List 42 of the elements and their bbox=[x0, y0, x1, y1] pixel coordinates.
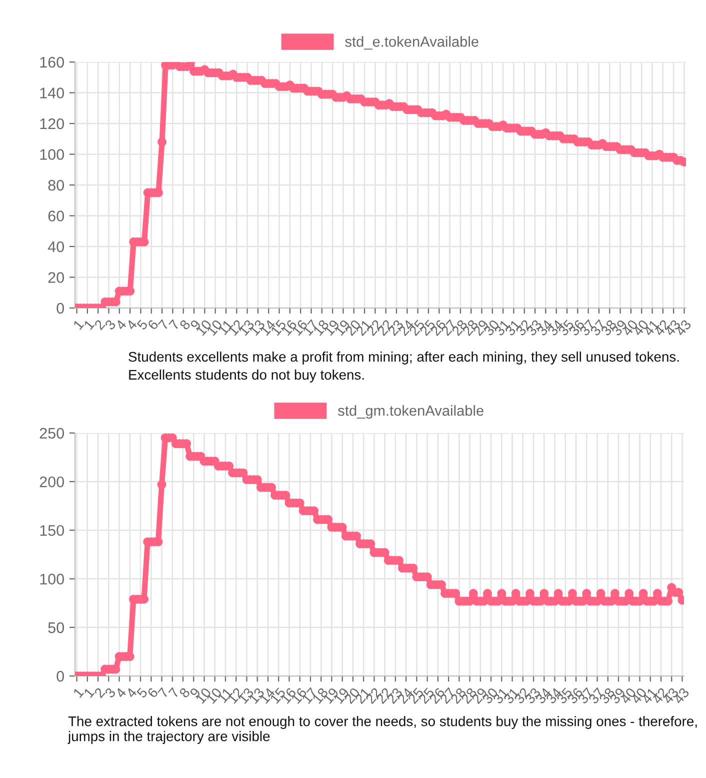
x-tick-label: 1 bbox=[84, 319, 95, 330]
y-tick-label: 100 bbox=[40, 574, 64, 584]
x-tick-label: 7 bbox=[168, 687, 180, 698]
x-tick-label: 4 bbox=[115, 319, 127, 331]
y-tick-label: 20 bbox=[48, 272, 64, 283]
x-tick-label: 2 bbox=[94, 687, 106, 698]
y-tick-label: 150 bbox=[40, 525, 64, 536]
x-tick-label: 6 bbox=[146, 687, 159, 698]
y-tick-label: 60 bbox=[48, 210, 64, 222]
y-tick-label: 0 bbox=[56, 302, 64, 314]
y-tick-label: 0 bbox=[56, 670, 64, 682]
x-tick-label: 1 bbox=[84, 687, 95, 698]
y-tick-label: 250 bbox=[40, 428, 64, 439]
x-tick-label: 2 bbox=[94, 319, 106, 330]
x-tick-label: 4 bbox=[126, 687, 138, 699]
x-tick-label: 8 bbox=[178, 687, 190, 698]
text: Excellents students do not buy tokens. bbox=[129, 370, 364, 382]
x-tick-label: 5 bbox=[136, 687, 148, 698]
y-tick-label: 120 bbox=[40, 118, 64, 130]
y-tick-label: 140 bbox=[40, 88, 64, 98]
x-tick-label: 4 bbox=[114, 687, 127, 699]
x-tick-label: 3 bbox=[104, 687, 116, 698]
x-tick-label: 7 bbox=[158, 319, 170, 330]
x-tick-label: 1 bbox=[72, 687, 84, 698]
y-tick-label: 50 bbox=[48, 622, 64, 634]
y-tick-label: 200 bbox=[40, 476, 64, 488]
x-tick-label: 7 bbox=[168, 319, 180, 330]
legend-label: std_gm.tokenAvailable bbox=[338, 405, 484, 419]
y-tick-label: 100 bbox=[40, 149, 64, 160]
legend-label: std_e.tokenAvailable bbox=[345, 36, 478, 50]
y-tick-label: 80 bbox=[48, 180, 64, 191]
x-tick-label: 1 bbox=[72, 319, 84, 330]
x-tick-label: 8 bbox=[179, 319, 191, 330]
text: Students excellents make a profit from mining; after each mining, they sell unused tokens. bbox=[128, 352, 679, 364]
x-tick-label: 6 bbox=[147, 319, 159, 330]
x-tick-label: 4 bbox=[126, 319, 138, 331]
x-tick-label: 5 bbox=[136, 319, 148, 330]
y-tick-label: 160 bbox=[40, 56, 64, 68]
text: The extracted tokens are not enough to cover the needs, so students buy the missing ones - therefore, jumps in the trajectory are visible bbox=[68, 716, 697, 744]
y-tick-label: 40 bbox=[48, 241, 64, 252]
x-tick-label: 7 bbox=[158, 687, 170, 698]
x-tick-label: 3 bbox=[104, 319, 116, 330]
